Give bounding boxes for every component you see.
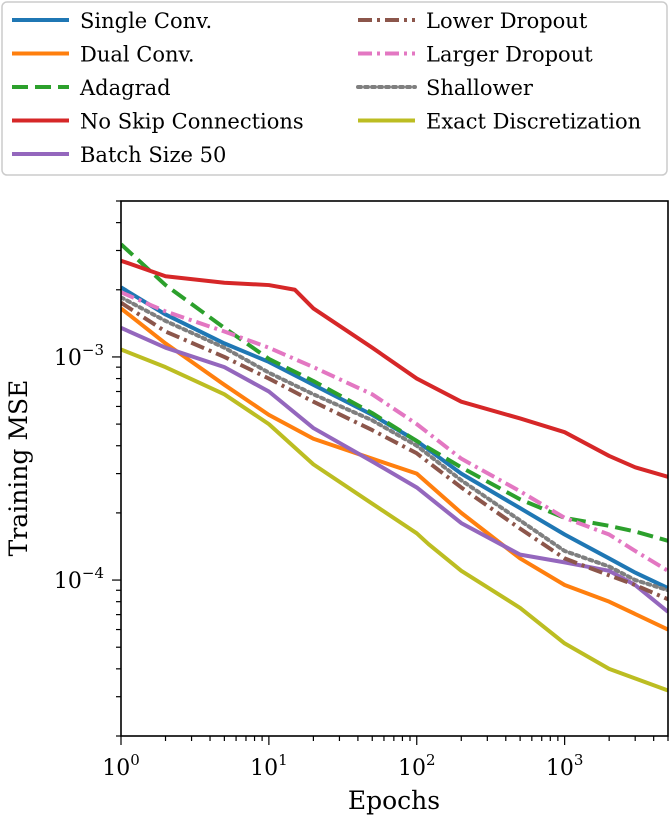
series-line-dual-conv [121, 306, 668, 632]
x-axis-label: Epochs [348, 786, 440, 815]
legend-label: Shallower [426, 76, 534, 100]
series-line-batch-size-50 [121, 326, 668, 614]
x-tick-label: 100 [102, 751, 140, 781]
series-line-lower-dropout [121, 301, 668, 602]
legend-item-dual-conv: Dual Conv. [12, 43, 195, 67]
y-axis-label: Training MSE [4, 380, 33, 557]
legend-label: Batch Size 50 [80, 143, 226, 167]
plot-frame [120, 200, 669, 737]
legend-item-shallower: Shallower [356, 76, 534, 100]
legend-label: Lower Dropout [426, 9, 588, 33]
legend-label: Dual Conv. [80, 43, 195, 67]
legend-label: Single Conv. [80, 9, 212, 33]
series-line-exact-discretization [121, 347, 668, 693]
legend-label: No Skip Connections [80, 110, 304, 134]
legend-label: Larger Dropout [426, 43, 593, 67]
legend-label: Adagrad [79, 76, 171, 100]
series-line-shallower [121, 295, 668, 593]
legend: Single Conv. Dual Conv. Adagrad No Skip Con… [1, 1, 668, 176]
x-tick-label: 102 [398, 751, 436, 781]
legend-item-adagrad: Adagrad [12, 76, 171, 100]
legend-label: Exact Discretization [426, 110, 641, 134]
legend-item-lower-dropout: Lower Dropout [358, 9, 588, 33]
series-line-adagrad [121, 242, 668, 543]
legend-frame [1, 1, 668, 176]
series-layer [121, 242, 668, 693]
legend-item-larger-dropout: Larger Dropout [358, 43, 593, 67]
y-tick-label: 10−3 [54, 341, 104, 371]
x-tick-label: 101 [250, 751, 288, 781]
legend-item-exact-discretization: Exact Discretization [358, 110, 641, 134]
series-line-single-conv [121, 285, 668, 590]
ticks-layer: 100 101 102 103 10−3 10−4 [54, 200, 669, 781]
series-line-larger-dropout [121, 290, 668, 573]
legend-item-no-skip-connections: No Skip Connections [12, 110, 304, 134]
y-tick-label: 10−4 [54, 564, 104, 594]
x-tick-label: 103 [546, 751, 584, 781]
legend-item-batch-size-50: Batch Size 50 [12, 143, 226, 167]
legend-item-single-conv: Single Conv. [12, 9, 212, 33]
series-line-no-skip-connections [121, 258, 668, 479]
